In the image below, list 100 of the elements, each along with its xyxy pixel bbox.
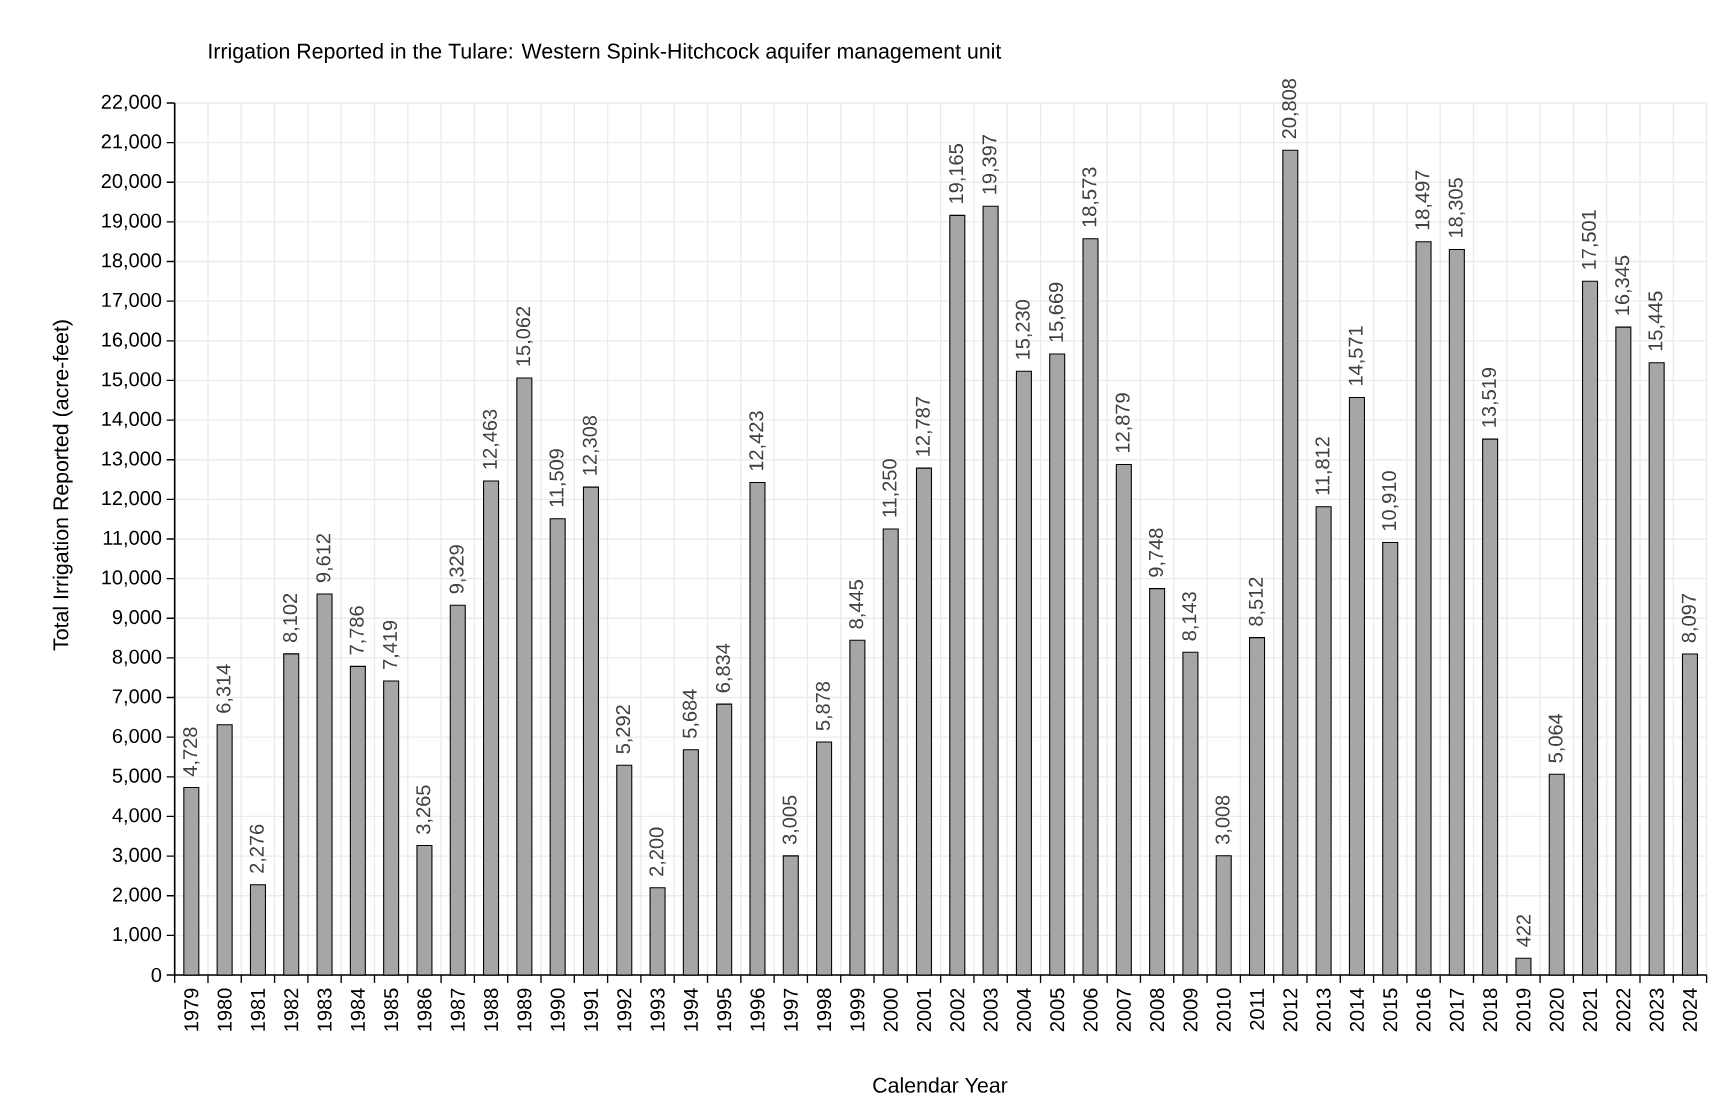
y-tick-label: 21,000 xyxy=(101,134,162,151)
y-tick-label: 15,000 xyxy=(102,372,162,389)
y-tick-label: 11,000 xyxy=(103,530,162,548)
data-label: 14,571 xyxy=(1348,326,1366,385)
data-label: 11,812 xyxy=(1315,437,1332,495)
x-tick-label: 2003 xyxy=(983,988,998,1032)
data-label: 5,878 xyxy=(815,681,833,731)
data-label: 5,292 xyxy=(616,705,633,754)
x-tick-label: 1989 xyxy=(517,988,532,1031)
x-tick-label: 2024 xyxy=(1682,988,1698,1032)
data-label: 422 xyxy=(1516,914,1531,947)
x-tick-label: 1998 xyxy=(817,988,832,1031)
y-tick-label: 20,000 xyxy=(101,173,162,191)
y-tick-label: 5,000 xyxy=(112,768,162,786)
x-tick-label: 1985 xyxy=(384,988,399,1031)
y-tick-label: 17,000 xyxy=(102,292,162,310)
x-tick-label: 1995 xyxy=(717,988,732,1031)
data-label: 19,165 xyxy=(949,144,966,203)
x-tick-label: 2002 xyxy=(950,988,965,1032)
y-tick-label: 4,000 xyxy=(112,808,162,825)
x-tick-label: 2015 xyxy=(1383,988,1398,1032)
data-label: 9,329 xyxy=(449,545,466,594)
y-axis-title: Total Irrigation Reported (acre-feet) xyxy=(52,320,73,651)
x-tick-label: 1997 xyxy=(783,988,798,1031)
x-tick-label: 2009 xyxy=(1183,988,1198,1032)
data-label: 11,250 xyxy=(882,459,899,517)
data-label: 5,064 xyxy=(1548,713,1565,763)
data-label: 4,728 xyxy=(183,727,200,777)
data-label: 18,305 xyxy=(1448,178,1466,237)
x-tick-label: 2010 xyxy=(1216,988,1231,1032)
x-tick-label: 2021 xyxy=(1582,988,1598,1032)
data-label: 8,097 xyxy=(1681,594,1699,643)
x-tick-label: 1982 xyxy=(284,988,299,1031)
x-tick-label: 2014 xyxy=(1349,988,1364,1032)
data-label: 3,265 xyxy=(416,785,433,834)
y-tick-label: 1,000 xyxy=(113,927,162,944)
y-tick-label: 2,000 xyxy=(112,887,162,904)
data-label: 19,397 xyxy=(982,135,999,194)
x-tick-label: 1991 xyxy=(583,988,599,1031)
x-tick-label: 2000 xyxy=(883,988,898,1032)
x-tick-label: 1987 xyxy=(450,988,465,1031)
x-tick-label: 2020 xyxy=(1549,988,1564,1032)
data-label: 3,008 xyxy=(1215,795,1232,845)
x-tick-label: 1994 xyxy=(683,988,698,1031)
y-tick-label: 22,000 xyxy=(101,94,162,112)
y-tick-label: 14,000 xyxy=(102,411,162,429)
data-label: 10,910 xyxy=(1381,471,1399,531)
data-label: 15,062 xyxy=(516,306,533,366)
x-tick-label: 2022 xyxy=(1616,988,1631,1032)
x-tick-label: 1981 xyxy=(250,988,266,1031)
x-tick-label: 2004 xyxy=(1016,988,1031,1032)
y-tick-label: 8,000 xyxy=(112,649,162,667)
y-tick-label: 13,000 xyxy=(102,451,162,468)
x-tick-label: 2007 xyxy=(1116,988,1131,1032)
y-tick-label: 3,000 xyxy=(112,847,162,865)
y-tick-label: 19,000 xyxy=(102,213,162,231)
x-tick-label: 2001 xyxy=(916,988,932,1032)
y-tick-label: 6,000 xyxy=(112,728,162,746)
x-tick-label: 1990 xyxy=(550,988,565,1031)
data-label: 12,879 xyxy=(1115,393,1133,453)
data-label: 12,463 xyxy=(482,409,500,469)
x-tick-label: 2023 xyxy=(1649,988,1664,1032)
x-tick-label: 1992 xyxy=(617,988,632,1031)
data-label: 15,669 xyxy=(1048,282,1066,342)
x-tick-label: 2013 xyxy=(1316,988,1331,1032)
y-tick-label: 16,000 xyxy=(102,332,162,350)
x-tick-label: 1983 xyxy=(317,988,332,1031)
x-tick-label: 2018 xyxy=(1483,988,1498,1032)
data-label: 17,501 xyxy=(1581,210,1599,269)
data-label: 5,684 xyxy=(682,689,700,738)
data-label: 15,445 xyxy=(1648,291,1665,351)
data-label: 8,102 xyxy=(282,593,300,643)
x-tick-label: 1993 xyxy=(650,988,665,1031)
data-label: 13,519 xyxy=(1481,368,1499,427)
data-label: 12,787 xyxy=(915,397,933,456)
data-label: 8,445 xyxy=(849,580,866,629)
data-label: 20,808 xyxy=(1282,79,1299,139)
x-tick-label: 1999 xyxy=(850,988,865,1031)
data-label: 8,512 xyxy=(1248,577,1266,626)
x-tick-label: 1988 xyxy=(483,988,499,1031)
y-tick-label: 12,000 xyxy=(102,491,162,508)
x-tick-label: 2017 xyxy=(1449,988,1464,1032)
x-tick-label: 2016 xyxy=(1416,988,1431,1032)
x-tick-label: 1986 xyxy=(417,988,432,1031)
x-tick-label: 2012 xyxy=(1283,988,1298,1032)
data-label: 12,423 xyxy=(749,411,766,471)
data-label: 16,345 xyxy=(1615,255,1632,315)
data-label: 9,612 xyxy=(316,534,333,583)
data-label: 12,308 xyxy=(582,415,600,475)
data-label: 6,834 xyxy=(715,643,733,693)
y-tick-label: 18,000 xyxy=(102,253,162,270)
x-tick-label: 1979 xyxy=(184,988,199,1031)
data-label: 18,573 xyxy=(1082,167,1099,227)
data-label: 15,230 xyxy=(1015,300,1033,359)
x-tick-label: 2008 xyxy=(1150,988,1165,1032)
x-tick-label: 2011 xyxy=(1249,988,1265,1030)
x-tick-label: 2005 xyxy=(1050,988,1065,1032)
data-label: 3,005 xyxy=(782,795,800,845)
data-label: 7,786 xyxy=(349,606,367,655)
chart-title: Irrigation Reported in the Tulare: Western Spink-Hitchcock aquifer management unit xyxy=(209,43,1002,63)
